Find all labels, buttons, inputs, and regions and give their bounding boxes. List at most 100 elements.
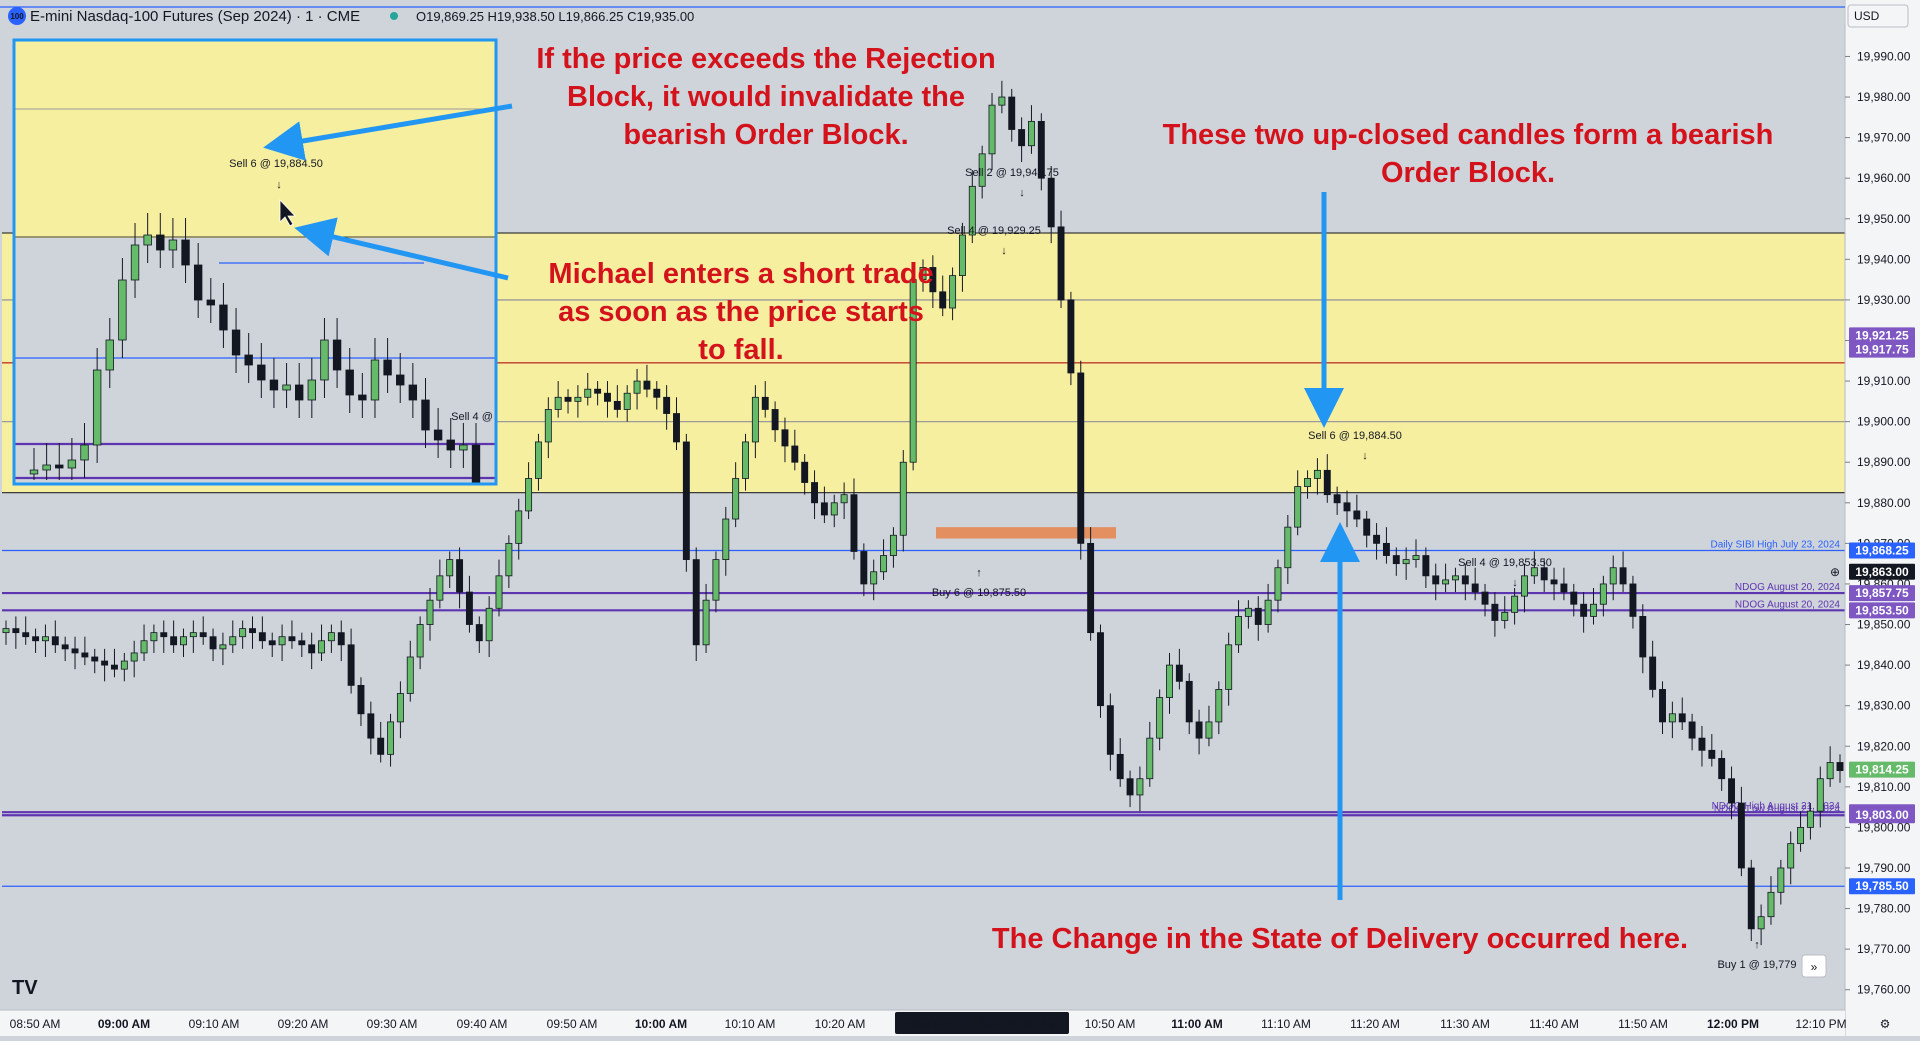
time-tick-label: 10:20 AM bbox=[815, 1017, 866, 1031]
price-tick-label: 19,960.00 bbox=[1857, 171, 1911, 185]
annotation-text-two-candles: Order Block. bbox=[1381, 157, 1555, 189]
candle bbox=[249, 628, 256, 634]
trade-signal-label: Sell 4 @ 19,929.25 bbox=[947, 225, 1041, 237]
inset-trade-signal-label: Sell 6 @ 19,884.50 bbox=[229, 158, 323, 170]
candle bbox=[1550, 579, 1558, 585]
candle bbox=[495, 575, 503, 609]
price-axis[interactable] bbox=[1845, 0, 1920, 1036]
inset-frame bbox=[12, 38, 498, 486]
candle bbox=[663, 396, 671, 414]
candle bbox=[1688, 721, 1696, 739]
candle bbox=[120, 660, 128, 670]
market-status-dot bbox=[390, 12, 398, 20]
candle bbox=[298, 640, 306, 646]
price-tick-label: 19,760.00 bbox=[1857, 983, 1911, 997]
time-tick-label: 11:30 AM bbox=[1440, 1017, 1490, 1031]
price-tag-label: 19,803.00 bbox=[1855, 808, 1909, 822]
inset-candle bbox=[80, 444, 89, 461]
price-tag bbox=[1849, 542, 1915, 559]
price-tag bbox=[1849, 585, 1915, 602]
candle bbox=[1363, 518, 1371, 536]
price-tick-label: 19,830.00 bbox=[1857, 699, 1911, 713]
time-tick-label: 11:00 AM bbox=[1171, 1017, 1223, 1031]
candle bbox=[850, 494, 858, 552]
candle bbox=[1481, 591, 1489, 605]
price-tag bbox=[1849, 563, 1915, 580]
candle bbox=[170, 636, 178, 646]
candle bbox=[870, 571, 878, 585]
trade-signal-label: Sell 4 @ 19,853.50 bbox=[1458, 557, 1552, 569]
candle bbox=[1205, 721, 1213, 739]
candle bbox=[1737, 802, 1745, 869]
inset-candle bbox=[143, 234, 152, 246]
candle bbox=[968, 185, 976, 236]
buy-arrow-icon: ↑ bbox=[976, 567, 982, 579]
candle bbox=[1560, 583, 1568, 593]
inset-candle bbox=[156, 234, 165, 251]
inset-candle bbox=[459, 444, 468, 451]
candle bbox=[1461, 575, 1469, 585]
candle bbox=[1382, 542, 1390, 556]
inset-candle bbox=[471, 444, 481, 486]
price-tick-label: 19,820.00 bbox=[1857, 739, 1911, 753]
inset-candle bbox=[282, 384, 291, 391]
trade-signal-label: Buy 1 @ 19,779 bbox=[1717, 959, 1796, 971]
candle bbox=[258, 632, 266, 642]
candle bbox=[1323, 469, 1331, 496]
candle bbox=[544, 409, 552, 443]
time-tick-label: 12:10 PM bbox=[1795, 1017, 1846, 1031]
time-tick-label: 09:00 AM bbox=[98, 1017, 150, 1031]
time-tick-label: 08:50 AM bbox=[10, 1017, 61, 1031]
candle bbox=[189, 632, 197, 638]
candle bbox=[958, 234, 966, 276]
price-tick-label: 19,890.00 bbox=[1857, 455, 1911, 469]
candle bbox=[1136, 778, 1144, 796]
candle bbox=[1333, 494, 1341, 504]
candle bbox=[1392, 555, 1400, 565]
candle bbox=[643, 380, 651, 390]
annotation-text-michael: to fall. bbox=[698, 334, 783, 366]
inset-candle bbox=[193, 264, 203, 301]
candle bbox=[949, 275, 957, 309]
candle bbox=[1057, 226, 1065, 301]
candle bbox=[1816, 778, 1824, 812]
candle bbox=[426, 599, 434, 625]
candle bbox=[288, 636, 296, 642]
candle bbox=[682, 441, 690, 561]
inset-candle bbox=[130, 244, 140, 281]
candle bbox=[1175, 664, 1183, 682]
scroll-realtime-button[interactable] bbox=[1801, 954, 1827, 978]
candle bbox=[1313, 469, 1321, 479]
candle bbox=[1590, 603, 1597, 617]
inset-candle bbox=[446, 439, 455, 451]
candle bbox=[1442, 579, 1450, 585]
candle bbox=[209, 636, 217, 650]
symbol-badge-text: 100 bbox=[10, 12, 24, 21]
symbol-badge[interactable] bbox=[8, 7, 26, 25]
candle bbox=[1274, 567, 1282, 601]
candle bbox=[1471, 583, 1479, 593]
candle bbox=[436, 575, 444, 601]
candle bbox=[1609, 567, 1617, 585]
trade-signal-label: Sell 6 @ 19,884.50 bbox=[1308, 430, 1402, 442]
candle bbox=[574, 396, 582, 402]
candle bbox=[22, 632, 30, 638]
candle bbox=[1718, 758, 1726, 780]
candle bbox=[1215, 689, 1223, 723]
candle bbox=[1757, 916, 1765, 930]
candle bbox=[722, 518, 730, 561]
candle bbox=[61, 644, 69, 650]
candle bbox=[998, 96, 1006, 106]
candle bbox=[387, 721, 395, 755]
candle bbox=[41, 636, 49, 642]
price-tick-label: 19,840.00 bbox=[1857, 658, 1911, 672]
candle bbox=[1422, 555, 1430, 577]
currency-selector[interactable] bbox=[1847, 4, 1909, 28]
candle bbox=[1678, 713, 1686, 723]
buy-arrow-icon: ↑ bbox=[1754, 939, 1760, 951]
candle bbox=[1599, 583, 1607, 605]
candle bbox=[367, 713, 375, 739]
price-tick-label: 19,910.00 bbox=[1857, 374, 1911, 388]
